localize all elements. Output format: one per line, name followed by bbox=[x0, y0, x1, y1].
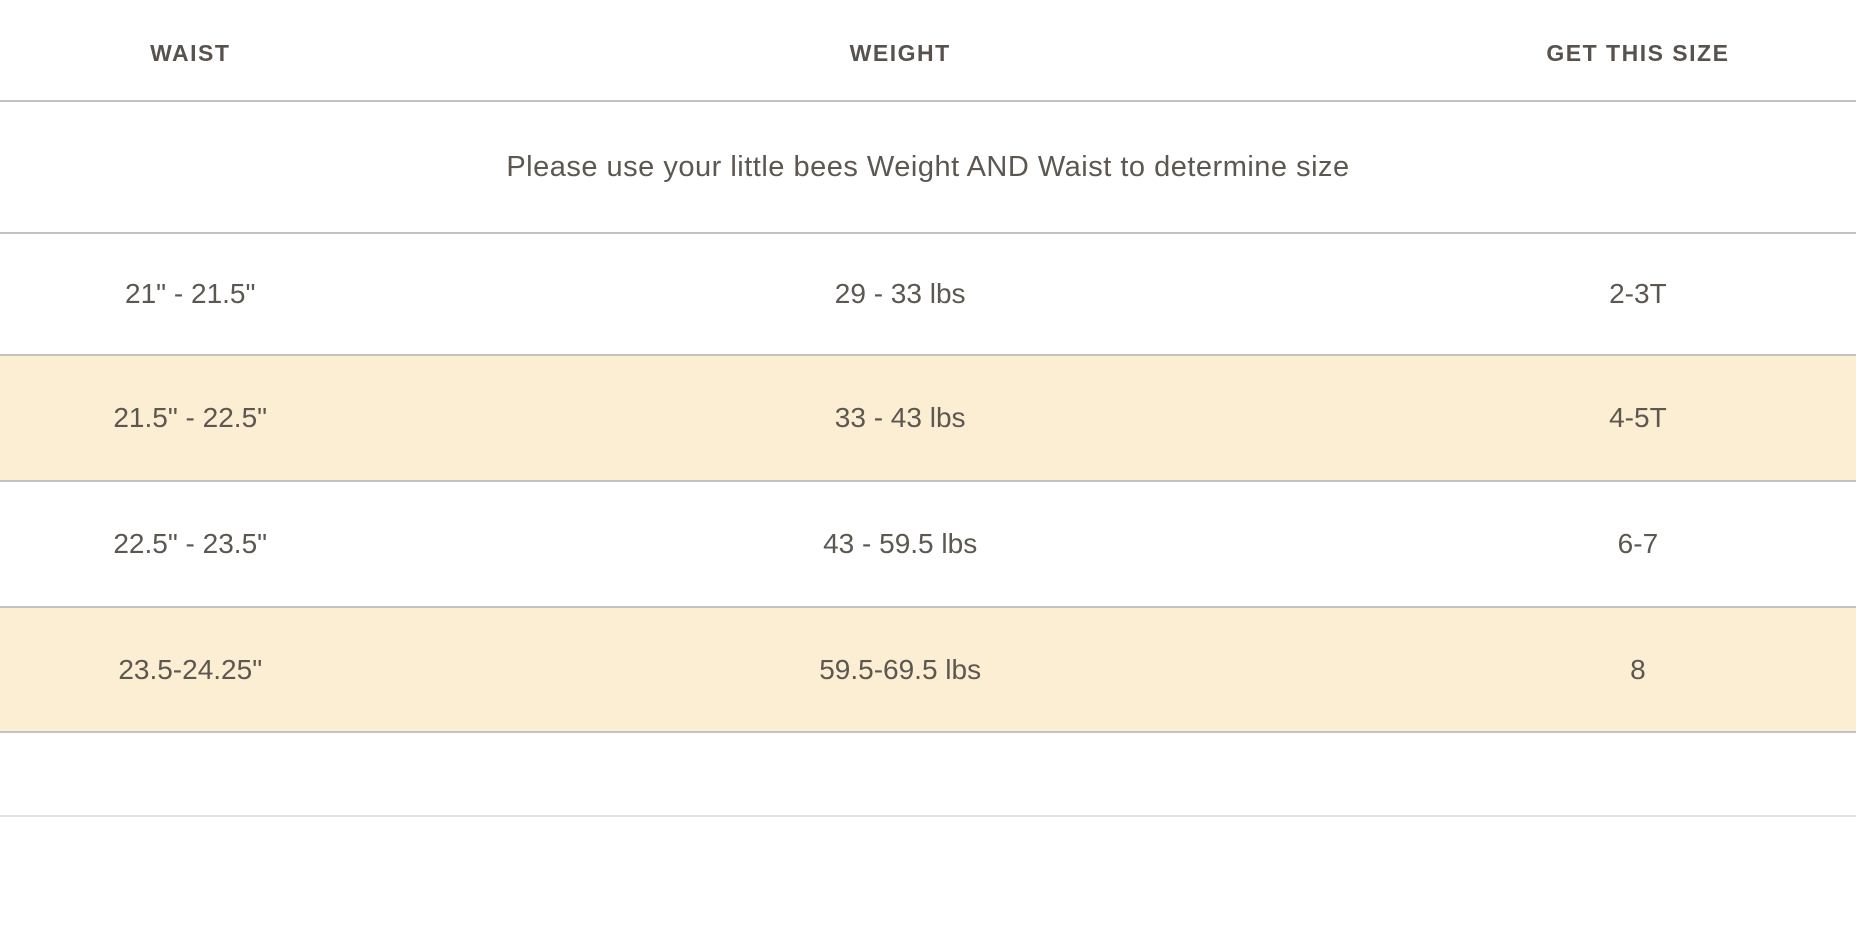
table-row: 23.5-24.25" 59.5-69.5 lbs 8 bbox=[0, 608, 1856, 733]
table-row: 21" - 21.5" 29 - 33 lbs 2-3T bbox=[0, 234, 1856, 356]
sizing-instruction-note: Please use your little bees Weight AND W… bbox=[506, 150, 1350, 183]
weight-cell: 43 - 59.5 lbs bbox=[823, 528, 978, 559]
size-cell: 2-3T bbox=[1609, 278, 1667, 309]
waist-cell: 22.5" - 23.5" bbox=[113, 528, 268, 559]
column-header-weight: WEIGHT bbox=[849, 39, 951, 66]
table-note-row: Please use your little bees Weight AND W… bbox=[0, 102, 1856, 234]
table-empty-row bbox=[0, 733, 1856, 817]
weight-cell: 33 - 43 lbs bbox=[834, 402, 966, 433]
waist-cell: 21.5" - 22.5" bbox=[113, 402, 268, 433]
table-row: 22.5" - 23.5" 43 - 59.5 lbs 6-7 bbox=[0, 482, 1856, 608]
weight-cell: 59.5-69.5 lbs bbox=[819, 653, 982, 685]
size-chart-table: WAIST WEIGHT GET THIS SIZE Please use yo… bbox=[0, 0, 1856, 817]
size-cell: 6-7 bbox=[1617, 528, 1659, 559]
column-header-get-this-size: GET THIS SIZE bbox=[1546, 39, 1730, 66]
waist-cell: 23.5-24.25" bbox=[118, 653, 263, 685]
table-header-row: WAIST WEIGHT GET THIS SIZE bbox=[0, 0, 1856, 102]
size-cell: 8 bbox=[1630, 653, 1646, 685]
size-cell: 4-5T bbox=[1609, 402, 1667, 433]
waist-cell: 21" - 21.5" bbox=[125, 278, 256, 309]
table-row: 21.5" - 22.5" 33 - 43 lbs 4-5T bbox=[0, 356, 1856, 482]
column-header-waist: WAIST bbox=[150, 39, 231, 66]
weight-cell: 29 - 33 lbs bbox=[834, 278, 966, 309]
